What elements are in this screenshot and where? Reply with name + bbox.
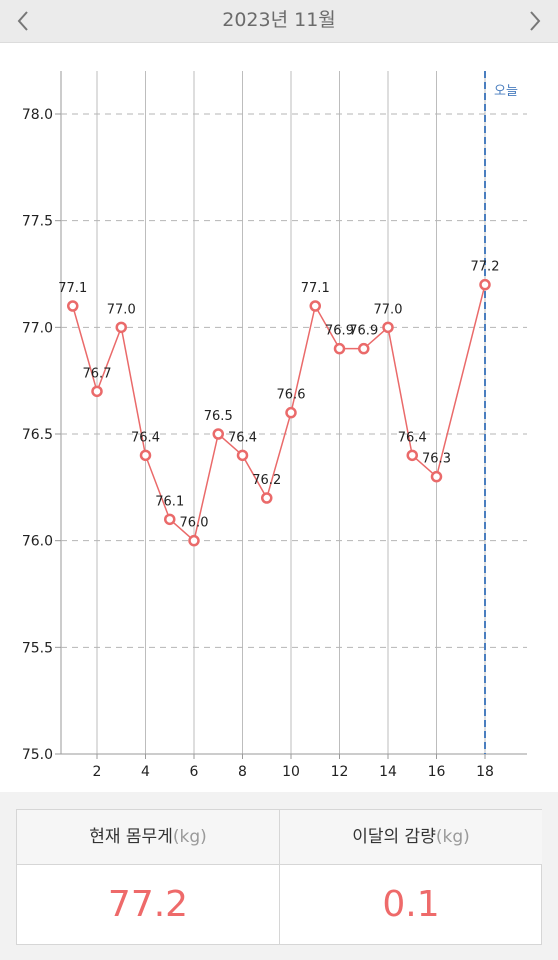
data-point [212, 428, 224, 440]
data-label: 76.5 [204, 409, 233, 424]
data-point [261, 492, 273, 504]
current-weight-label: 현재 몸무게 [89, 827, 173, 847]
monthly-loss-value: 0.1 [382, 884, 440, 925]
y-tick-label: 77.5 [22, 214, 53, 230]
data-label: 77.2 [471, 260, 500, 275]
data-label: 76.9 [325, 324, 354, 339]
x-tick-label: 4 [141, 764, 150, 780]
data-label: 76.4 [398, 430, 427, 445]
data-point [188, 534, 200, 547]
data-label: 76.3 [422, 452, 451, 467]
month-header: 2023년 11월 [0, 0, 558, 43]
data-point [479, 278, 491, 291]
today-label: 오늘 [494, 84, 518, 99]
data-label: 76.4 [131, 430, 160, 445]
data-point [91, 385, 103, 398]
data-label: 76.0 [180, 516, 209, 531]
data-label: 76.4 [228, 430, 257, 445]
prev-month-button[interactable] [4, 0, 48, 42]
next-month-button[interactable] [510, 0, 554, 42]
x-tick-label: 10 [282, 764, 300, 780]
x-tick-label: 6 [190, 764, 199, 780]
data-label: 76.1 [155, 494, 184, 509]
current-weight-value: 77.2 [107, 884, 189, 925]
x-tick-label: 16 [428, 764, 446, 780]
data-point [406, 449, 418, 462]
data-point [164, 513, 176, 526]
monthly-loss-cell: 이달의 감량(kg) 0.1 [280, 810, 542, 944]
x-tick-label: 2 [93, 764, 102, 780]
y-tick-label: 78.0 [22, 107, 53, 123]
data-label: 77.0 [107, 302, 136, 317]
data-point [139, 449, 152, 462]
x-tick-label: 8 [238, 764, 247, 780]
data-point [309, 300, 321, 312]
data-point [333, 342, 346, 355]
chevron-right-icon [530, 11, 541, 31]
data-point [430, 470, 443, 483]
data-point [236, 449, 249, 462]
month-title: 2023년 11월 [222, 9, 336, 31]
x-tick-label: 14 [379, 764, 397, 780]
data-label: 77.0 [374, 302, 403, 317]
y-tick-label: 76.5 [22, 427, 53, 443]
stats-table: 현재 몸무게(kg) 77.2 이달의 감량(kg) 0.1 [16, 809, 542, 945]
data-label: 76.7 [83, 366, 112, 381]
data-label: 76.2 [252, 473, 281, 488]
current-weight-header: 현재 몸무게(kg) [17, 810, 279, 865]
data-point [358, 342, 370, 355]
data-point [285, 406, 297, 419]
data-point [67, 300, 79, 312]
weight-line-chart: 75.0 75.5 76.0 76.5 77.0 77.5 78.0 2 4 6 8 10 12 14 16… [22, 71, 527, 780]
current-weight-unit: (kg) [172, 827, 207, 847]
monthly-loss-label: 이달의 감량 [352, 827, 436, 847]
x-tick-label: 12 [331, 764, 349, 780]
y-tick-label: 77.0 [22, 320, 53, 336]
monthly-loss-header: 이달의 감량(kg) [280, 810, 542, 865]
y-tick-label: 75.5 [22, 640, 53, 656]
chevron-left-icon [17, 11, 28, 31]
data-label: 77.1 [58, 281, 87, 296]
y-tick-label: 76.0 [22, 534, 53, 550]
data-label: 76.9 [349, 324, 378, 339]
weight-chart-area: 75.0 75.5 76.0 76.5 77.0 77.5 78.0 2 4 6 8 10 12 14 16… [0, 43, 558, 792]
data-label: 77.1 [301, 281, 330, 296]
data-label: 76.6 [277, 388, 306, 403]
monthly-loss-unit: (kg) [435, 827, 470, 847]
x-tick-label: 18 [476, 764, 494, 780]
data-point [115, 321, 127, 334]
data-point [382, 321, 394, 334]
y-tick-label: 75.0 [22, 747, 53, 763]
current-weight-cell: 현재 몸무게(kg) 77.2 [17, 810, 280, 944]
series-line [72, 284, 486, 543]
